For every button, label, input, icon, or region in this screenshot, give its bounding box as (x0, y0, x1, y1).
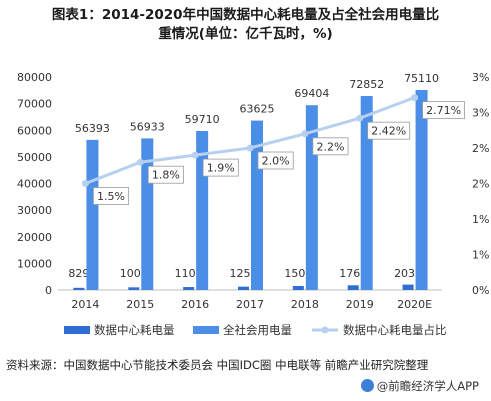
bar-datacenter-value-label: 829 (68, 267, 89, 280)
share-label-box (93, 187, 130, 205)
bar-datacenter-consumption (238, 286, 249, 290)
legend-swatch-datacenter (64, 326, 90, 334)
bar-datacenter-consumption (73, 287, 85, 290)
y-right-tick-label: 2% (472, 178, 489, 191)
x-tick-label: 2015 (126, 298, 154, 311)
x-tick-label: 2014 (71, 298, 99, 311)
x-tick-label: 2018 (291, 298, 319, 311)
share-point (301, 130, 309, 138)
bar-datacenter-value-label: 2035 (394, 267, 422, 280)
bar-datacenter-consumption (292, 286, 304, 290)
share-label-box (367, 121, 411, 140)
y-right-tick-label: 0% (472, 284, 489, 297)
legend-label-share: 数据中心耗电量占比 (343, 323, 447, 337)
bar-total-value-label: 56933 (130, 120, 165, 133)
y-right-tick-label: 3% (472, 107, 489, 120)
share-point (136, 158, 144, 166)
y-right-tick-label: 1% (472, 213, 489, 226)
share-label-box (312, 137, 349, 156)
bar-datacenter-value-label: 1250 (230, 267, 258, 280)
share-point (81, 180, 89, 187)
share-label: 2.0% (262, 155, 290, 168)
bar-total-consumption (415, 90, 428, 290)
chart-title-line-1: 图表1：2014-2020年中国数据中心耗电量及占全社会用电量比 (51, 7, 440, 23)
legend-swatch-total (193, 326, 219, 334)
legend-label-total: 全社会用电量 (223, 323, 292, 337)
y-left-tick-label: 20000 (17, 231, 52, 244)
x-tick-label: 2017 (236, 298, 264, 311)
share-label: 2.2% (316, 140, 344, 153)
share-label: 1.9% (207, 162, 235, 175)
x-tick-label: 2019 (346, 298, 374, 311)
bar-datacenter-value-label: 1108 (175, 267, 203, 280)
bar-total-consumption (360, 96, 373, 290)
brand-credit: @前瞻经济学人APP (360, 378, 479, 394)
share-label-box (422, 101, 465, 119)
combo-chart: 0 10000 20000 30000 40000 50000 60000 70000 8000… (17, 71, 489, 337)
y-left-tick-label: 10000 (17, 257, 52, 270)
y-left-tick-label: 80000 (17, 71, 52, 84)
bar-datacenter-consumption (347, 285, 359, 290)
share-label-box (147, 165, 184, 184)
x-tick-label: 2016 (181, 298, 209, 311)
bar-datacenter-consumption (128, 287, 140, 290)
y-left-tick-label: 50000 (17, 151, 52, 164)
bar-total-value-label: 69404 (294, 87, 329, 100)
y-left-tick-label: 60000 (17, 124, 52, 137)
y-left-tick-label: 40000 (17, 178, 52, 191)
y-left-tick-label: 70000 (17, 98, 52, 111)
share-label-box (257, 151, 294, 170)
bar-datacenter-value-label: 1500 (284, 267, 312, 280)
bar-total-value-label: 72852 (349, 78, 384, 91)
y-left-tick-label: 30000 (17, 204, 52, 217)
bar-total-consumption (86, 139, 99, 290)
share-point (191, 151, 199, 159)
share-point (356, 114, 364, 122)
brand-text: @前瞻经济学人APP (376, 379, 479, 393)
brand-logo-icon (360, 379, 374, 392)
y-right-tick-label: 2% (472, 142, 489, 155)
y-right-tick-label: 3% (472, 71, 489, 84)
bar-total-value-label: 75110 (404, 72, 439, 85)
legend-label-datacenter: 数据中心耗电量 (94, 323, 175, 337)
share-label: 2.42% (371, 125, 406, 138)
x-tick-label: 2020E (397, 298, 432, 311)
share-label: 2.71% (426, 104, 461, 117)
share-point (411, 94, 419, 102)
share-point (246, 144, 254, 152)
chart-title: 图表1：2014-2020年中国数据中心耗电量及占全社会用电量比 重情况(单位：… (0, 6, 491, 44)
share-label-box (202, 158, 239, 177)
source-note: 资料来源：中国数据中心节能技术委员会 中国IDC圈 中电联等 前瞻产业研究院整理 (6, 358, 429, 372)
share-label: 1.8% (152, 169, 180, 182)
bar-total-value-label: 63625 (240, 103, 275, 116)
bar-total-value-label: 56393 (75, 122, 110, 135)
chart-title-line-2: 重情况(单位：亿千瓦时，%) (158, 26, 333, 42)
bar-datacenter-consumption (402, 284, 414, 290)
y-right-tick-label: 1% (472, 249, 489, 262)
y-left-tick-label: 0 (45, 284, 52, 297)
share-label: 1.5% (97, 190, 125, 203)
bar-datacenter-value-label: 1763 (339, 267, 367, 280)
bar-datacenter-value-label: 1000 (120, 267, 148, 280)
bar-total-value-label: 59710 (185, 113, 220, 126)
bar-datacenter-consumption (183, 287, 195, 290)
legend-marker-share (321, 326, 329, 334)
